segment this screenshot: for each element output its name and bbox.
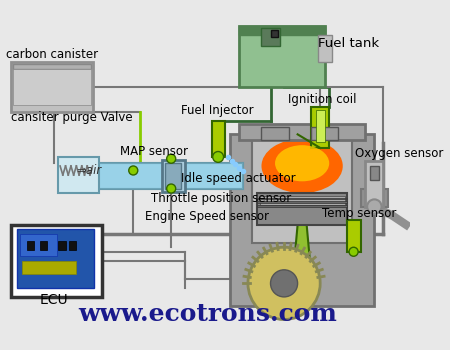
Bar bbox=[311, 107, 329, 148]
Bar bbox=[361, 189, 388, 206]
Bar bbox=[13, 69, 91, 105]
Bar bbox=[40, 241, 47, 250]
Bar bbox=[347, 220, 361, 252]
Bar bbox=[370, 166, 379, 180]
Bar bbox=[13, 64, 91, 69]
Circle shape bbox=[248, 247, 320, 320]
Bar bbox=[230, 134, 374, 306]
Bar bbox=[58, 157, 99, 193]
Bar bbox=[165, 163, 181, 189]
Ellipse shape bbox=[275, 145, 329, 181]
Bar bbox=[94, 163, 243, 189]
Text: Fuel tank: Fuel tank bbox=[319, 37, 379, 50]
Bar bbox=[58, 241, 66, 250]
Bar bbox=[257, 193, 347, 225]
Bar bbox=[260, 196, 345, 205]
Text: Ignition coil: Ignition coil bbox=[288, 93, 356, 106]
Bar bbox=[257, 198, 347, 199]
Bar bbox=[319, 35, 332, 62]
Bar bbox=[11, 225, 102, 297]
Bar bbox=[17, 229, 94, 288]
Bar bbox=[311, 127, 338, 140]
Text: Idle speed actuator: Idle speed actuator bbox=[181, 172, 296, 185]
Bar bbox=[239, 26, 325, 88]
Text: Fuel Injector: Fuel Injector bbox=[181, 105, 254, 118]
Circle shape bbox=[367, 199, 382, 214]
Polygon shape bbox=[293, 225, 311, 274]
Bar bbox=[239, 26, 325, 35]
Bar bbox=[315, 110, 325, 142]
Text: Temp sensor: Temp sensor bbox=[322, 208, 396, 220]
Text: Throttle position sensor: Throttle position sensor bbox=[151, 192, 292, 205]
Bar bbox=[257, 205, 347, 206]
Bar bbox=[261, 28, 279, 46]
Text: cansiter purge Valve: cansiter purge Valve bbox=[11, 111, 133, 124]
Circle shape bbox=[349, 247, 358, 256]
Bar bbox=[252, 134, 352, 243]
Ellipse shape bbox=[261, 139, 343, 193]
Bar bbox=[27, 241, 34, 250]
Bar bbox=[261, 127, 288, 140]
Bar bbox=[365, 161, 383, 206]
Bar bbox=[22, 261, 76, 274]
Text: www.ecotrons.com: www.ecotrons.com bbox=[78, 302, 337, 326]
Circle shape bbox=[213, 152, 224, 162]
Bar bbox=[239, 124, 365, 140]
Text: ⇒air: ⇒air bbox=[76, 164, 102, 177]
Text: Engine Speed sensor: Engine Speed sensor bbox=[145, 210, 269, 223]
Circle shape bbox=[166, 154, 176, 163]
Bar bbox=[257, 201, 347, 203]
Text: carbon canister: carbon canister bbox=[6, 48, 98, 61]
Bar bbox=[20, 234, 57, 256]
Circle shape bbox=[166, 184, 176, 193]
Text: Oxygen sensor: Oxygen sensor bbox=[355, 147, 443, 160]
Bar bbox=[69, 241, 76, 250]
Bar bbox=[162, 160, 185, 192]
Bar bbox=[11, 62, 93, 112]
Circle shape bbox=[129, 166, 138, 175]
Bar bbox=[212, 121, 225, 157]
Bar bbox=[94, 163, 243, 189]
Text: ECU: ECU bbox=[40, 293, 68, 307]
Text: MAP sensor: MAP sensor bbox=[120, 145, 188, 158]
Bar bbox=[270, 30, 278, 37]
Circle shape bbox=[270, 270, 297, 297]
